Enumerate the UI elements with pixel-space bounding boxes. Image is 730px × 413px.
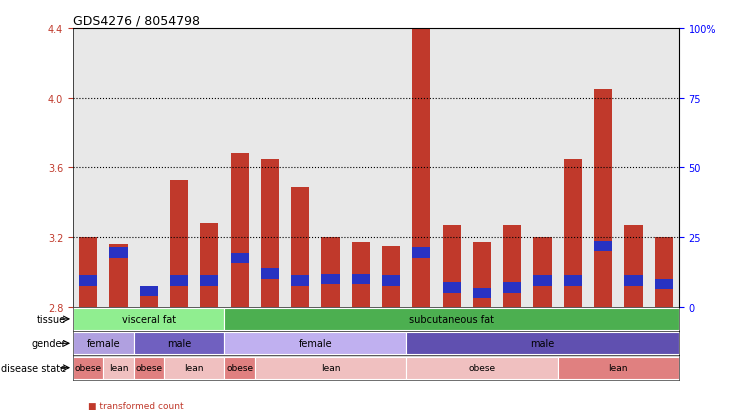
Bar bbox=[382, 246, 400, 307]
Bar bbox=[412, 15, 431, 307]
Bar bbox=[200, 276, 218, 286]
Text: gender: gender bbox=[31, 339, 66, 349]
Bar bbox=[352, 274, 370, 285]
FancyBboxPatch shape bbox=[134, 332, 225, 354]
Bar bbox=[382, 276, 400, 286]
Bar bbox=[534, 237, 552, 307]
FancyBboxPatch shape bbox=[407, 357, 558, 379]
Text: lean: lean bbox=[185, 363, 204, 372]
Text: disease state: disease state bbox=[1, 363, 66, 373]
FancyBboxPatch shape bbox=[225, 332, 407, 354]
Bar bbox=[79, 237, 97, 307]
FancyBboxPatch shape bbox=[407, 332, 679, 354]
Text: male: male bbox=[167, 339, 191, 349]
Bar bbox=[655, 279, 673, 290]
Bar bbox=[170, 276, 188, 286]
Bar bbox=[261, 269, 279, 279]
FancyBboxPatch shape bbox=[225, 357, 255, 379]
Bar bbox=[200, 223, 218, 307]
Bar bbox=[261, 159, 279, 307]
FancyBboxPatch shape bbox=[134, 357, 164, 379]
FancyBboxPatch shape bbox=[73, 332, 134, 354]
Bar bbox=[624, 276, 642, 286]
Bar bbox=[291, 187, 310, 307]
Text: obese: obese bbox=[135, 363, 162, 372]
Bar bbox=[321, 274, 339, 285]
Bar bbox=[352, 243, 370, 307]
Bar bbox=[442, 225, 461, 307]
Text: lean: lean bbox=[109, 363, 128, 372]
Bar bbox=[655, 237, 673, 307]
Text: subcutaneous fat: subcutaneous fat bbox=[410, 314, 494, 324]
FancyBboxPatch shape bbox=[164, 357, 225, 379]
Bar bbox=[321, 237, 339, 307]
Bar bbox=[594, 241, 612, 252]
Bar bbox=[110, 244, 128, 307]
Bar bbox=[503, 282, 521, 293]
Bar bbox=[503, 225, 521, 307]
Bar bbox=[110, 248, 128, 258]
Text: obese: obese bbox=[226, 363, 253, 372]
FancyBboxPatch shape bbox=[73, 308, 225, 330]
Text: female: female bbox=[86, 339, 120, 349]
Text: obese: obese bbox=[469, 363, 496, 372]
FancyBboxPatch shape bbox=[558, 357, 679, 379]
Bar bbox=[231, 154, 249, 307]
FancyBboxPatch shape bbox=[255, 357, 407, 379]
FancyBboxPatch shape bbox=[225, 308, 679, 330]
Text: obese: obese bbox=[74, 363, 101, 372]
Text: tissue: tissue bbox=[36, 314, 66, 324]
Text: male: male bbox=[531, 339, 555, 349]
FancyBboxPatch shape bbox=[104, 357, 134, 379]
Bar bbox=[442, 282, 461, 293]
Bar bbox=[79, 276, 97, 286]
Text: visceral fat: visceral fat bbox=[122, 314, 176, 324]
Text: lean: lean bbox=[609, 363, 628, 372]
Bar bbox=[291, 276, 310, 286]
Bar bbox=[412, 248, 431, 258]
Bar bbox=[594, 90, 612, 307]
Bar bbox=[624, 225, 642, 307]
Bar bbox=[231, 253, 249, 263]
Text: GDS4276 / 8054798: GDS4276 / 8054798 bbox=[73, 15, 200, 28]
Bar bbox=[170, 180, 188, 307]
Bar bbox=[139, 293, 158, 307]
Text: ■ transformed count: ■ transformed count bbox=[88, 401, 183, 410]
Text: lean: lean bbox=[320, 363, 340, 372]
Bar bbox=[534, 276, 552, 286]
Bar bbox=[473, 243, 491, 307]
Bar bbox=[473, 288, 491, 298]
Text: female: female bbox=[299, 339, 332, 349]
Bar bbox=[139, 286, 158, 297]
Bar bbox=[564, 159, 582, 307]
FancyBboxPatch shape bbox=[73, 357, 104, 379]
Bar bbox=[564, 276, 582, 286]
